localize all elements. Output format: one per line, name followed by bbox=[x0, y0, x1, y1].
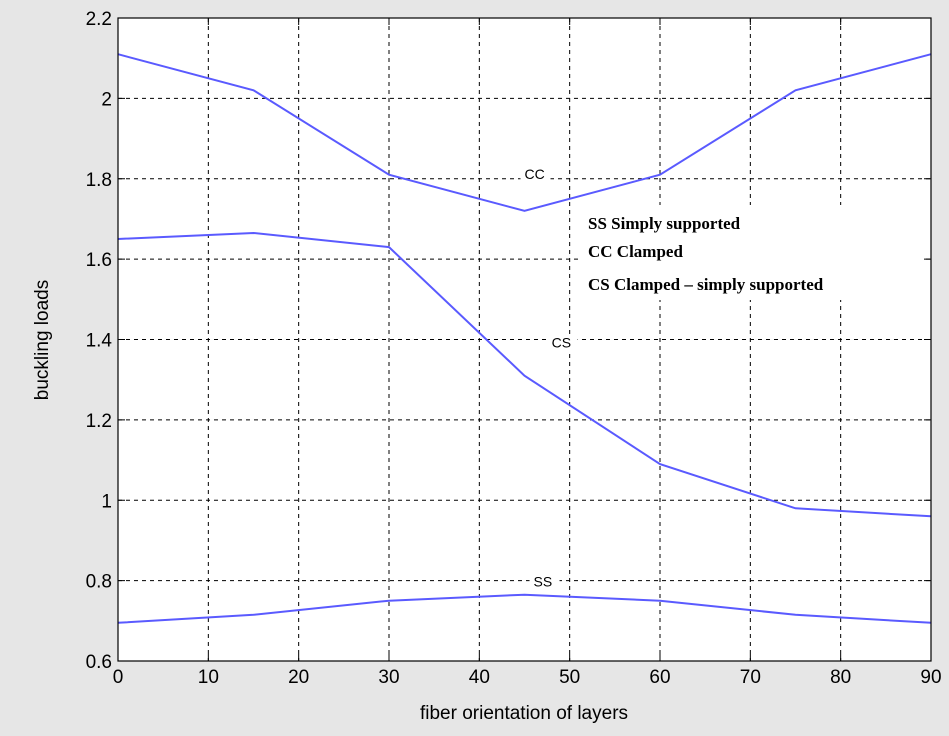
y-tick-label: 1.4 bbox=[86, 331, 113, 352]
x-axis-label: fiber orientation of layers bbox=[420, 703, 628, 724]
y-tick-label: 1.8 bbox=[86, 170, 112, 191]
annotation-line: CS Clamped – simply supported bbox=[588, 275, 824, 294]
x-tick-label: 50 bbox=[559, 667, 580, 688]
y-tick-label: 0.6 bbox=[86, 652, 112, 673]
y-tick-label: 1.2 bbox=[86, 411, 112, 432]
x-tick-label: 10 bbox=[198, 667, 219, 688]
x-tick-label: 0 bbox=[113, 667, 124, 688]
series-label-cs: CS bbox=[552, 335, 571, 351]
x-tick-label: 30 bbox=[378, 667, 399, 688]
series-label-cc: CC bbox=[525, 166, 545, 182]
y-tick-label: 2 bbox=[101, 89, 112, 110]
x-tick-label: 60 bbox=[649, 667, 670, 688]
y-tick-label: 2.2 bbox=[86, 9, 112, 30]
y-tick-label: 1.6 bbox=[86, 250, 112, 271]
y-tick-label: 1 bbox=[101, 491, 112, 512]
x-tick-label: 40 bbox=[469, 667, 490, 688]
annotation-line: CC Clamped bbox=[588, 242, 683, 261]
x-tick-label: 70 bbox=[740, 667, 761, 688]
y-tick-label: 0.8 bbox=[86, 572, 112, 593]
series-label-ss: SS bbox=[534, 574, 553, 590]
y-axis-label: buckling loads bbox=[32, 280, 53, 400]
x-tick-label: 80 bbox=[830, 667, 851, 688]
x-tick-label: 90 bbox=[920, 667, 941, 688]
annotation-line: SS Simply supported bbox=[588, 214, 741, 233]
x-tick-label: 20 bbox=[288, 667, 309, 688]
